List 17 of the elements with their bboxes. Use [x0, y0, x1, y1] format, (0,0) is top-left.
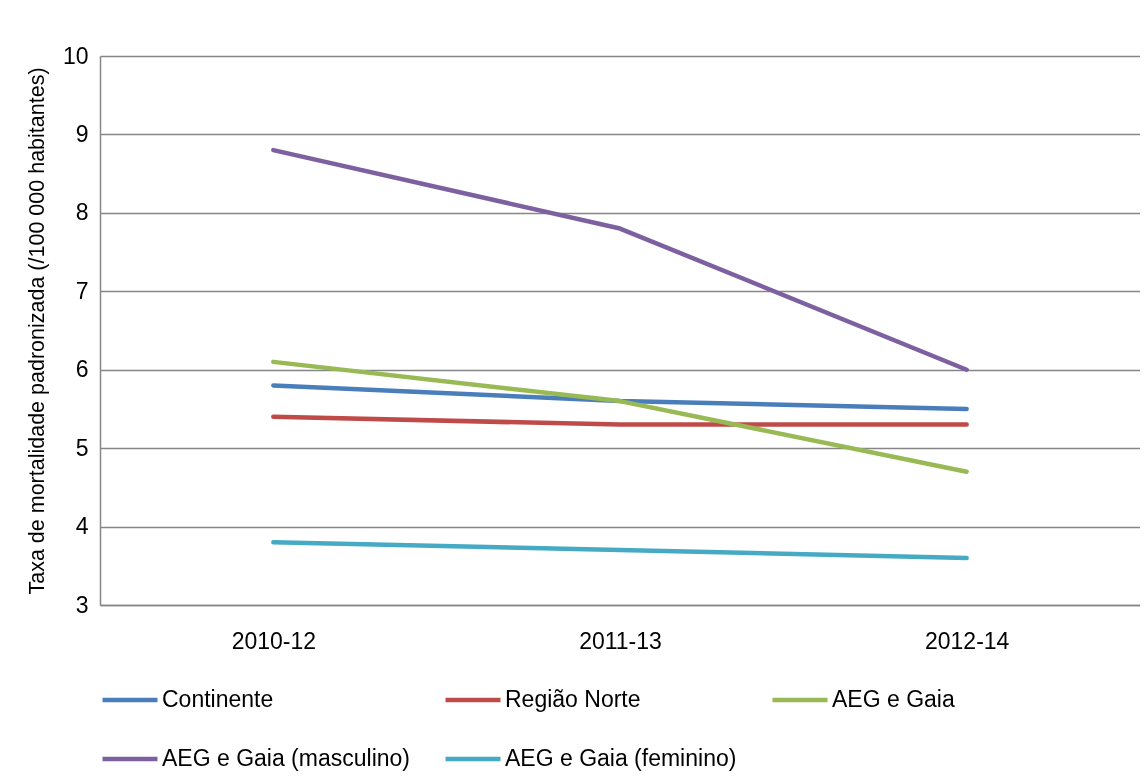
y-tick-label: 4 — [75, 513, 89, 540]
y-tick-label: 8 — [75, 199, 89, 226]
y-tick-label: 6 — [75, 356, 89, 383]
x-tick-label: 2012-14 — [924, 627, 1010, 654]
y-tick-label: 7 — [75, 277, 89, 304]
y-tick-label: 3 — [75, 591, 89, 618]
legend-label: AEG e Gaia — [832, 686, 955, 712]
legend-label: AEG e Gaia (feminino) — [505, 745, 737, 771]
y-tick-label: 9 — [75, 120, 89, 147]
legend-label: AEG e Gaia (masculino) — [162, 745, 410, 771]
y-tick-label: 5 — [75, 434, 89, 461]
x-tick-label: 2011-13 — [579, 627, 662, 654]
legend-label: Continente — [162, 686, 274, 712]
y-tick-label: 10 — [62, 42, 89, 69]
y-axis-title: Taxa de mortalidade padronizada (/100 000 habitantes) — [24, 67, 49, 595]
legend-label: Região Norte — [505, 686, 641, 712]
x-tick-label: 2010-12 — [231, 627, 317, 654]
